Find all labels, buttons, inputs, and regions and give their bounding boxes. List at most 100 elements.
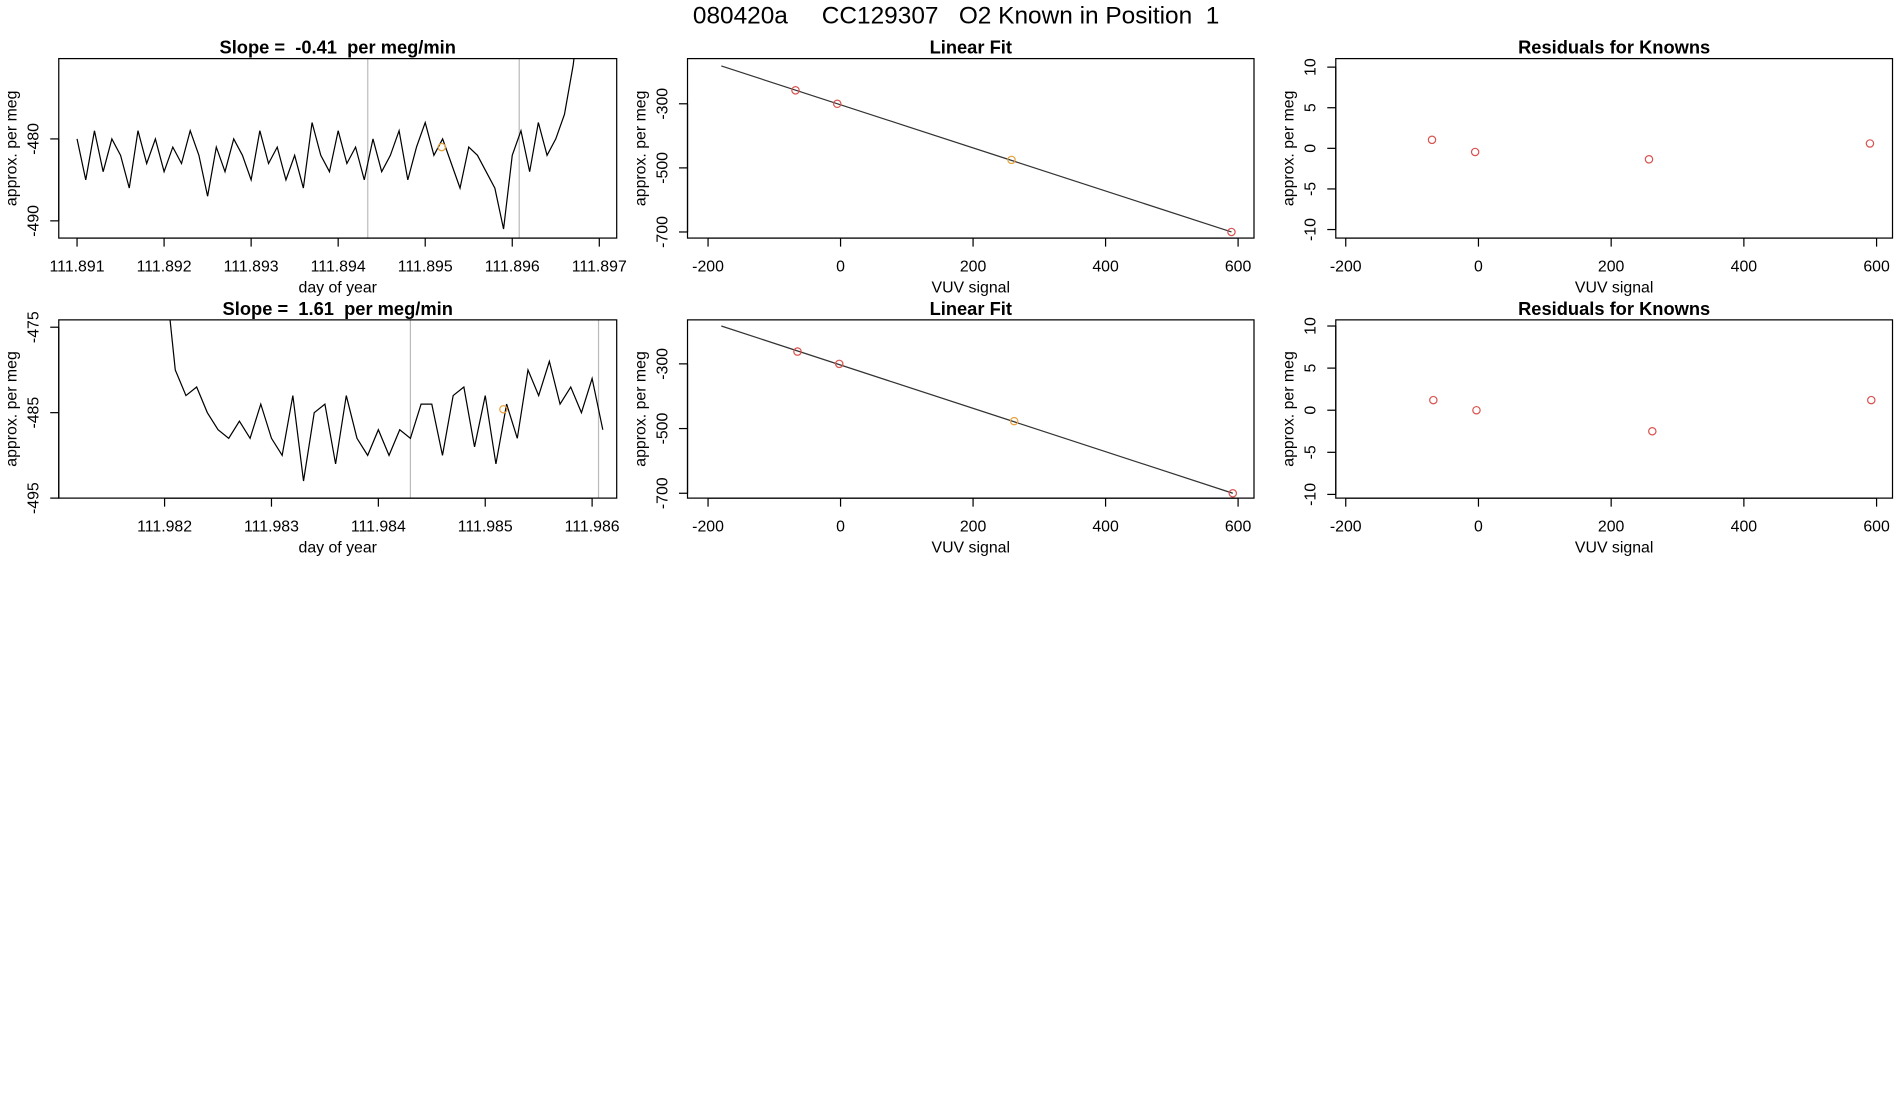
panel-title: Residuals for Knowns [1518, 37, 1710, 58]
y-axis-label: approx. per meg [1281, 351, 1298, 466]
y-axis-label: approx. per meg [4, 91, 21, 206]
plot-area [1427, 135, 1875, 164]
y-tick-label: -300 [654, 88, 671, 120]
y-tick-label: -10 [1303, 218, 1320, 241]
point [1865, 139, 1875, 148]
x-axis-label: VUV signal [932, 279, 1010, 296]
y-tick-label: 10 [1303, 58, 1320, 76]
x-tick-label: 200 [960, 519, 987, 536]
y-axis-label: approx. per meg [632, 351, 649, 466]
point [1648, 426, 1657, 436]
x-tick-label: 111.892 [137, 259, 192, 276]
x-tick-label: 600 [1225, 259, 1252, 276]
y-tick-label: -480 [26, 123, 43, 155]
x-axis-label: VUV signal [1575, 539, 1653, 556]
y-tick-label: -475 [26, 311, 43, 343]
x-tick-label: 200 [960, 259, 987, 276]
x-tick-label: -200 [1330, 519, 1362, 536]
x-tick-label: 400 [1092, 259, 1119, 276]
point [1427, 135, 1437, 145]
x-tick-label: 600 [1863, 519, 1890, 536]
plot-box [1335, 319, 1894, 499]
x-tick-label: 0 [1474, 259, 1483, 276]
point [793, 347, 802, 356]
x-tick-label: 111.894 [311, 259, 366, 276]
panel-title: Linear Fit [930, 37, 1012, 58]
plot-box [686, 319, 1255, 499]
y-tick-label: -500 [654, 413, 671, 445]
x-tick-label: 400 [1731, 259, 1758, 276]
x-tick-label: -200 [1330, 259, 1362, 276]
x-axis-label: day of year [299, 539, 378, 556]
plot-area [169, 319, 604, 499]
x-tick-label: 111.985 [458, 519, 513, 536]
y-tick-label: 0 [1303, 406, 1320, 415]
y-tick-label: -5 [1303, 445, 1320, 459]
panel-title: Residuals for Knowns [1518, 298, 1710, 319]
x-tick-label: 111.891 [50, 259, 105, 276]
data-line [169, 319, 604, 482]
x-tick-label: 600 [1225, 519, 1252, 536]
point [832, 99, 842, 109]
x-tick-label: 111.986 [565, 519, 620, 536]
y-tick-label: -485 [26, 397, 43, 429]
plot-box [58, 57, 618, 239]
x-tick-label: 600 [1863, 259, 1890, 276]
panel-title: Slope = -0.41 per meg/min [220, 37, 456, 58]
x-axis-label: day of year [299, 279, 378, 296]
point [834, 359, 844, 369]
y-tick-label: -700 [654, 477, 671, 509]
panel: Linear Fit VUV signal approx. per meg -200 0… [632, 37, 1255, 296]
x-tick-label: 111.984 [351, 519, 406, 536]
point [1470, 147, 1480, 157]
plot-box [1335, 57, 1894, 239]
plot-box [686, 57, 1255, 239]
fit-line [721, 65, 1232, 233]
point [1644, 155, 1654, 164]
panel: Slope = 1.61 per meg/min day of year appro… [4, 298, 620, 556]
x-tick-label: 111.897 [572, 259, 627, 276]
plot-area [721, 325, 1238, 498]
highlight-point [437, 142, 447, 152]
x-tick-label: 400 [1092, 519, 1119, 536]
point [1007, 155, 1016, 165]
x-tick-label: 200 [1598, 259, 1625, 276]
x-tick-label: 111.895 [398, 259, 453, 276]
point [1429, 395, 1438, 405]
y-tick-label: -300 [654, 348, 671, 380]
x-tick-label: 200 [1598, 519, 1625, 536]
x-tick-label: 0 [836, 259, 845, 276]
panel: Residuals for Knowns VUV signal approx. pe… [1281, 37, 1894, 296]
y-tick-label: -495 [26, 482, 43, 514]
y-tick-label: 10 [1303, 317, 1320, 335]
panel: Residuals for Knowns VUV signal approx. pe… [1281, 298, 1894, 556]
x-tick-label: 111.893 [224, 259, 279, 276]
plot-box [58, 319, 618, 499]
y-tick-label: -500 [654, 152, 671, 184]
plot-area [1429, 395, 1876, 436]
y-tick-label: 5 [1303, 103, 1320, 112]
y-tick-label: -700 [654, 216, 671, 248]
panel: Slope = -0.41 per meg/min day of year appr… [4, 37, 627, 297]
y-tick-label: 5 [1303, 364, 1320, 373]
x-tick-label: 0 [1474, 519, 1483, 536]
point [1227, 227, 1236, 237]
plot-area [76, 58, 575, 239]
y-tick-label: 0 [1303, 144, 1320, 153]
x-tick-label: -200 [692, 519, 724, 536]
highlight-point [499, 404, 508, 414]
point [1009, 416, 1019, 426]
x-tick-label: 111.982 [137, 519, 192, 536]
point [1472, 405, 1481, 415]
panel-title: Slope = 1.61 per meg/min [223, 298, 453, 319]
data-line [76, 58, 575, 230]
y-tick-label: -490 [26, 205, 43, 237]
y-tick-label: -10 [1303, 483, 1320, 506]
panel-title: Linear Fit [930, 298, 1012, 319]
x-tick-label: 111.896 [485, 259, 540, 276]
x-tick-label: 111.983 [244, 519, 299, 536]
x-axis-label: VUV signal [932, 539, 1010, 556]
